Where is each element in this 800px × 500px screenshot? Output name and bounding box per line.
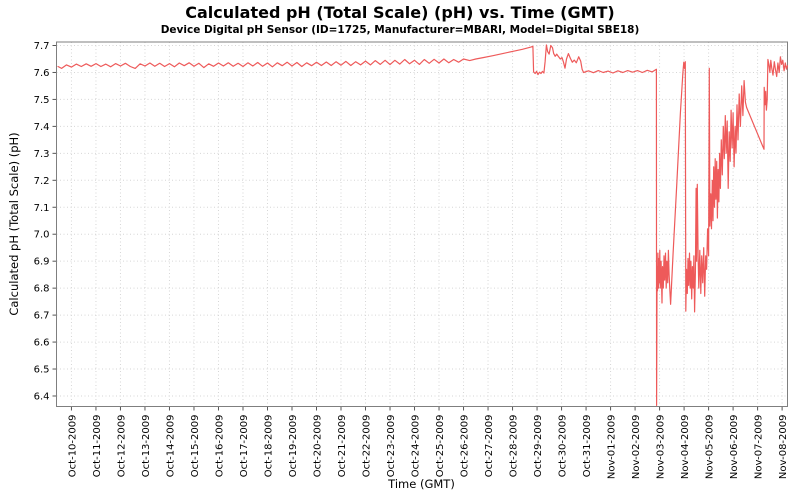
x-tick-label: Oct-21-2009 [337, 415, 348, 478]
y-tick-label: 6.4 [34, 391, 50, 402]
x-tick-label: Oct-25-2009 [435, 415, 446, 478]
x-tick-label: Oct-29-2009 [533, 415, 544, 478]
chart-title: Calculated pH (Total Scale) (pH) vs. Tim… [185, 3, 615, 22]
y-tick-label: 6.8 [34, 284, 50, 295]
gridlines [56, 42, 788, 407]
y-tick-label: 7.4 [34, 122, 50, 133]
tick-marks [52, 45, 783, 411]
x-axis-title: Time (GMT) [388, 477, 455, 491]
x-tick-label: Oct-18-2009 [263, 415, 274, 478]
x-tick-label: Oct-23-2009 [386, 415, 397, 478]
chart-subtitle: Device Digital pH Sensor (ID=1725, Manuf… [160, 24, 640, 36]
x-tick-label: Nov-07-2009 [754, 415, 765, 480]
x-tick-label: Oct-12-2009 [116, 415, 127, 478]
x-tick-labels: Oct-10-2009 Oct-11-2009 Oct-12-2009 Oct-13-… [67, 415, 789, 480]
x-tick-label: Nov-02-2009 [631, 415, 642, 480]
x-tick-label: Oct-28-2009 [509, 415, 520, 478]
y-tick-label: 7.1 [34, 203, 50, 214]
x-tick-label: Nov-03-2009 [656, 415, 667, 480]
x-tick-label: Oct-24-2009 [411, 415, 422, 478]
x-tick-label: Oct-20-2009 [313, 415, 324, 478]
y-tick-label: 6.7 [34, 311, 50, 322]
y-tick-label: 6.9 [34, 257, 50, 268]
x-tick-label: Oct-13-2009 [141, 415, 152, 478]
y-tick-label: 7.3 [34, 149, 50, 160]
x-tick-label: Oct-26-2009 [460, 415, 471, 478]
x-tick-label: Oct-17-2009 [239, 415, 250, 478]
y-tick-label: 7.5 [34, 95, 50, 106]
x-tick-label: Nov-06-2009 [729, 415, 740, 480]
x-tick-label: Nov-08-2009 [778, 415, 789, 480]
plot-border [56, 41, 788, 407]
x-tick-label: Oct-31-2009 [582, 415, 593, 478]
x-tick-label: Oct-10-2009 [67, 415, 78, 478]
y-tick-label: 6.5 [34, 365, 50, 376]
y-tick-label: 7.2 [34, 176, 50, 187]
y-tick-labels: 6.4 6.5 6.6 6.7 6.8 6.9 7.0 7.1 7.2 7.3 7.4 7.5 7.6 7… [34, 41, 50, 402]
x-tick-label: Oct-16-2009 [214, 415, 225, 478]
x-tick-label: Oct-27-2009 [484, 415, 495, 478]
x-tick-label: Nov-05-2009 [705, 415, 716, 480]
x-tick-label: Oct-14-2009 [165, 415, 176, 478]
y-tick-label: 7.7 [34, 41, 50, 52]
x-tick-label: Oct-15-2009 [190, 415, 201, 478]
y-tick-label: 6.6 [34, 338, 50, 349]
y-tick-label: 7.0 [34, 230, 50, 241]
x-tick-label: Nov-01-2009 [607, 415, 618, 480]
y-tick-label: 7.6 [34, 68, 50, 79]
ph-series-line [57, 44, 788, 406]
x-tick-label: Oct-11-2009 [92, 415, 103, 478]
x-tick-label: Oct-22-2009 [362, 415, 373, 478]
x-tick-label: Oct-19-2009 [288, 415, 299, 478]
x-tick-label: Oct-30-2009 [558, 415, 569, 478]
x-tick-label: Nov-04-2009 [680, 415, 691, 480]
